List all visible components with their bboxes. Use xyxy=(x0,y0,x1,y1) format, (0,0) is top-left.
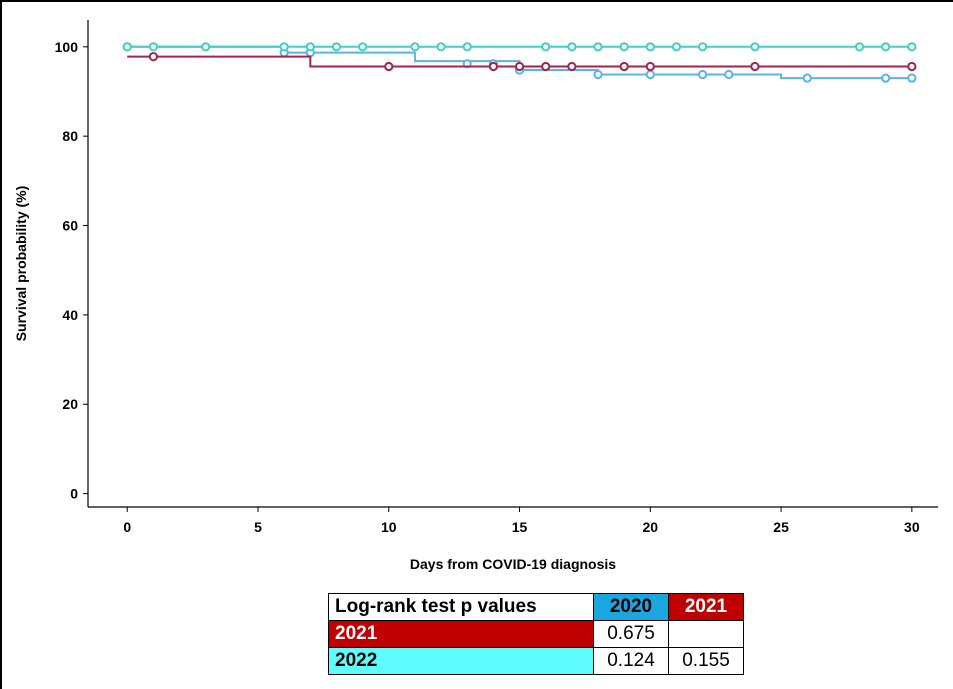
censor-marker-2021 xyxy=(645,61,655,72)
censor-marker-2020 xyxy=(593,69,603,80)
censor-marker-2020 xyxy=(698,69,708,80)
censor-marker-2020 xyxy=(645,69,655,80)
censor-marker-2022 xyxy=(148,42,158,52)
row-label-2021: 2021 xyxy=(328,620,594,648)
censor-marker-2020 xyxy=(724,69,734,80)
y-tick-label: 20 xyxy=(62,396,78,412)
column-header-2021: 2021 xyxy=(668,593,744,621)
censor-marker-2022 xyxy=(619,42,629,52)
censor-marker-2021 xyxy=(541,61,551,72)
pvalue-2022-vs-2021: 0.155 xyxy=(668,647,744,675)
x-tick-label: 0 xyxy=(123,519,131,535)
censor-marker-2022 xyxy=(358,42,368,52)
pvalue-2021-vs-2020: 0.675 xyxy=(593,620,669,648)
x-tick-label: 30 xyxy=(904,519,920,535)
censor-marker-2022 xyxy=(593,42,603,52)
censor-marker-2021 xyxy=(488,61,498,72)
table-header-cell: Log-rank test p values xyxy=(328,593,594,621)
censor-marker-2021 xyxy=(750,61,760,72)
x-tick-label: 10 xyxy=(381,519,397,535)
censor-marker-2020 xyxy=(907,73,917,83)
table-row-2022: 2022 0.124 0.155 xyxy=(328,647,744,675)
censor-marker-2022 xyxy=(331,42,342,52)
pvalue-2021-vs-2021 xyxy=(668,620,744,648)
censor-marker-2022 xyxy=(541,42,551,52)
y-axis-label: Survival probability (%) xyxy=(13,186,29,342)
censor-marker-2022 xyxy=(907,42,917,52)
series-2021 xyxy=(127,52,917,72)
censor-marker-2022 xyxy=(462,42,472,52)
censor-marker-2022 xyxy=(201,42,211,52)
censor-marker-2021 xyxy=(567,61,577,72)
censor-marker-2021 xyxy=(514,61,525,72)
x-tick-label: 20 xyxy=(643,519,659,535)
table-row-2021: 2021 0.675 xyxy=(328,620,744,648)
censor-marker-2020 xyxy=(802,73,812,83)
censor-marker-2021 xyxy=(384,61,394,72)
y-tick-label: 60 xyxy=(62,218,78,234)
censor-marker-2022 xyxy=(122,42,132,52)
logrank-pvalue-table: Log-rank test p values 2020 2021 2021 0.… xyxy=(328,593,744,675)
x-tick-label: 15 xyxy=(512,519,528,535)
row-label-2022: 2022 xyxy=(328,647,594,675)
y-tick-label: 100 xyxy=(55,39,79,55)
censor-marker-2022 xyxy=(881,42,891,52)
censor-marker-2021 xyxy=(619,61,629,72)
x-tick-label: 5 xyxy=(254,519,262,535)
censor-marker-2022 xyxy=(279,42,289,52)
y-tick-label: 80 xyxy=(62,128,78,144)
series-layer xyxy=(122,42,917,83)
column-header-2020: 2020 xyxy=(593,593,669,621)
censor-marker-2022 xyxy=(698,42,708,52)
censor-marker-2022 xyxy=(410,42,420,52)
censor-marker-2022 xyxy=(750,42,760,52)
y-tick-label: 0 xyxy=(70,486,78,502)
censor-marker-2022 xyxy=(854,42,865,52)
x-tick-label: 25 xyxy=(773,519,789,535)
pvalue-2022-vs-2020: 0.124 xyxy=(593,647,669,675)
censor-marker-2022 xyxy=(567,42,577,52)
survival-line-2021 xyxy=(127,55,912,68)
x-axis-label: Days from COVID-19 diagnosis xyxy=(410,556,616,572)
table-header-row: Log-rank test p values 2020 2021 xyxy=(328,593,744,621)
censor-marker-2021 xyxy=(907,61,917,72)
series-2022 xyxy=(122,42,917,52)
y-tick-label: 40 xyxy=(62,307,78,323)
censor-marker-2021 xyxy=(148,52,158,62)
axes: 0 5 10 15 20 25 30 0 20 40 60 80 100 xyxy=(55,20,938,535)
censor-marker-2020 xyxy=(881,73,891,83)
censor-marker-2022 xyxy=(671,42,682,52)
censor-marker-2022 xyxy=(436,42,446,52)
censor-marker-2022 xyxy=(645,42,655,52)
censor-marker-2022 xyxy=(305,42,315,52)
